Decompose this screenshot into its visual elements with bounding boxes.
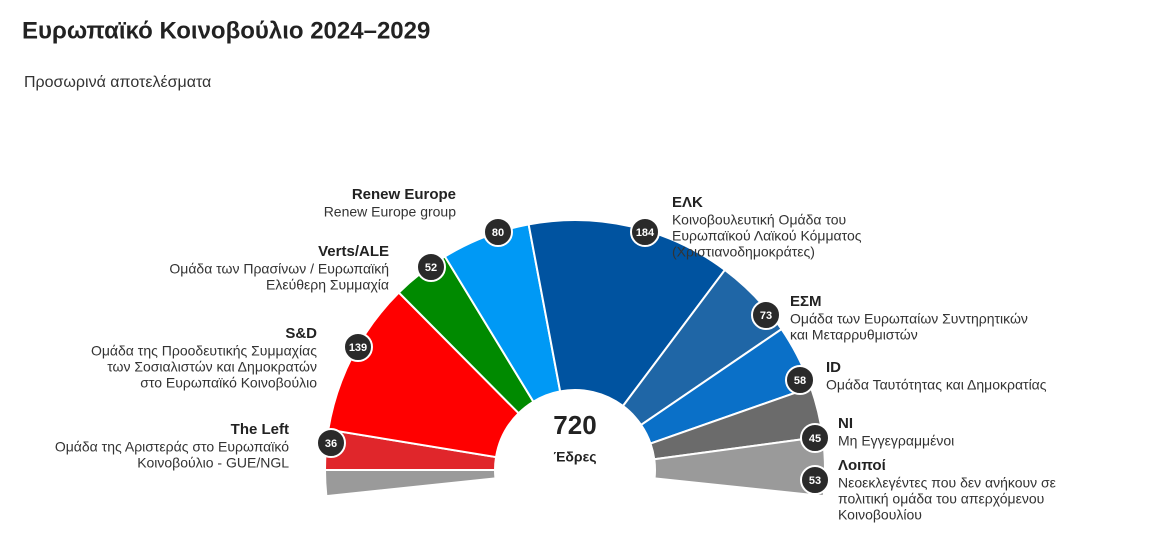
group-description: των Σοσιαλιστών και Δημοκρατών — [107, 359, 317, 375]
chart-title: Ευρωπαϊκό Κοινοβούλιο 2024–2029 — [22, 17, 430, 44]
seat-count: 36 — [325, 438, 337, 450]
group-name: ΕΣΜ — [790, 293, 822, 310]
group-name: NI — [838, 415, 853, 432]
group-description: και Μεταρρυθμιστών — [790, 327, 918, 343]
seat-count: 58 — [794, 375, 806, 387]
seat-badge — [483, 217, 513, 247]
seat-count: 139 — [349, 342, 367, 354]
seat-count: 53 — [809, 475, 821, 487]
group-description: Ομάδα των Ευρωπαίων Συντηρητικών — [790, 311, 1028, 327]
seat-count: 80 — [492, 227, 504, 239]
seat-count: 52 — [425, 262, 437, 274]
group-name: S&D — [285, 325, 317, 342]
seat-badge — [316, 428, 346, 458]
seat-count: 73 — [760, 310, 772, 322]
group-name: The Left — [231, 421, 289, 438]
group-description: Ομάδα Ταυτότητας και Δημοκρατίας — [826, 377, 1047, 393]
chart-subtitle: Προσωρινά αποτελέσματα — [24, 74, 211, 91]
group-name: Renew Europe — [352, 186, 456, 203]
seat-badge — [800, 423, 830, 453]
group-description: Ευρωπαϊκού Λαϊκού Κόμματος — [672, 228, 862, 244]
group-description: Renew Europe group — [324, 204, 457, 220]
seat-badge — [800, 465, 830, 495]
group-description: (Χριστιανοδημοκράτες) — [672, 244, 815, 260]
group-name: ΕΛΚ — [672, 194, 703, 211]
group-description: Ελεύθερη Συμμαχία — [266, 277, 389, 293]
seat-badge — [630, 217, 660, 247]
seat-badge — [751, 300, 781, 330]
seat-badge — [416, 252, 446, 282]
group-description: Ομάδα των Πρασίνων / Ευρωπαϊκή — [169, 261, 389, 277]
total-label: Έδρες — [553, 449, 596, 465]
seat-badge — [343, 332, 373, 362]
group-description: Κοινοβουλίου — [838, 507, 922, 523]
group-description: Νεοεκλεγέντες που δεν ανήκουν σε — [838, 475, 1056, 491]
decor-wedge — [323, 469, 497, 498]
group-description: Μη Εγγεγραμμένοι — [838, 433, 954, 449]
group-description: στο Ευρωπαϊκό Κοινοβούλιο — [140, 375, 317, 391]
group-name: Verts/ALE — [318, 243, 389, 260]
group-description: Κοινοβουλευτική Ομάδα του — [672, 212, 846, 228]
group-description: Κοινοβούλιο - GUE/NGL — [137, 455, 289, 471]
total-value: 720 — [553, 410, 596, 440]
group-name: ID — [826, 359, 841, 376]
group-description: Ομάδα της Προοδευτικής Συμμαχίας — [91, 343, 317, 359]
seat-count: 184 — [636, 227, 655, 239]
group-description: Ομάδα της Αριστεράς στο Ευρωπαϊκό — [55, 439, 289, 455]
group-description: πολιτική ομάδα του απερχόμενου — [838, 491, 1044, 507]
group-name: Λοιποί — [838, 457, 886, 474]
seat-count: 45 — [809, 433, 821, 445]
seat-badge — [785, 365, 815, 395]
inner-circle — [495, 390, 655, 545]
